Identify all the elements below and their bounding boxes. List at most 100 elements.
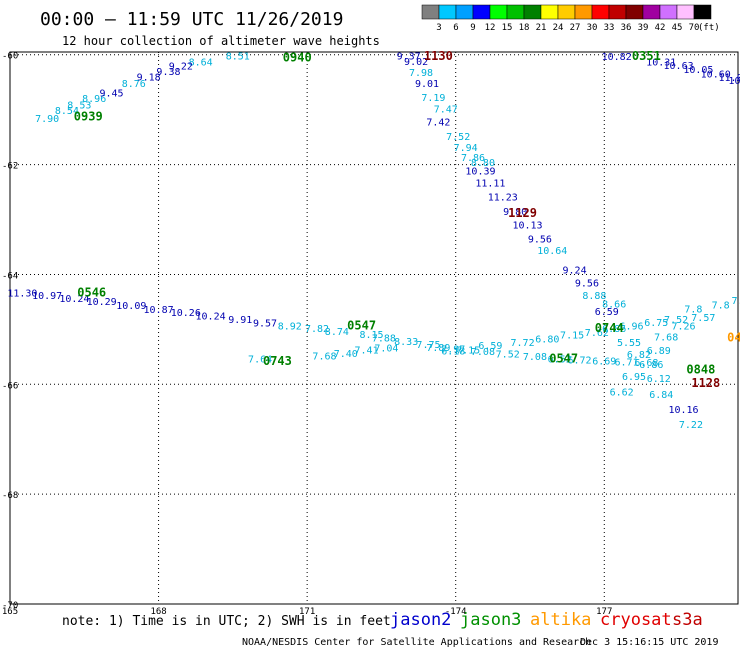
colorbar-label: 70 [689,23,700,33]
wave-height-label: 6.68 [634,358,658,369]
wave-height-label: 7.72 [511,338,535,349]
wave-height-label: 7.89 [426,343,450,354]
wave-height-label: 10.82 [602,52,632,63]
colorbar-swatch [438,4,457,20]
wave-height-label: 8.15 [359,330,383,341]
satellite-legend: jason2 jason3 altika cryosat s3a [390,610,703,630]
wave-height-label: 9.56 [528,235,552,246]
colorbar-swatch [557,4,576,20]
wave-height-label: 7.15 [456,346,480,357]
wave-height-label: 9.57 [253,319,277,330]
wave-height-label: 9.37 [397,52,421,63]
colorbar-label: 21 [536,23,547,33]
colorbar-label: 6 [453,23,458,33]
wave-height-label: 7.88 [372,333,396,344]
wave-height-label: 6.96 [619,321,643,332]
pass-time-label: 0939 [74,110,103,124]
pass-time-label: 0744 [595,321,624,335]
wave-height-label: 6.71 [615,358,639,369]
wave-height-label: 9.02 [404,57,428,68]
wave-height-label: 10.2 [728,76,740,87]
colorbar-swatch [659,4,678,20]
wave-height-label: 7.22 [679,420,703,431]
wave-height-label: 8.76 [122,79,146,90]
colorbar-swatch [455,4,474,20]
wave-height-label: 9.80 [503,207,527,218]
footer-timestamp: Dec 3 15:16:15 UTC 2019 [580,637,718,648]
wave-height-label: 6.82 [627,350,651,361]
x-tick-label: -174 [445,607,467,617]
wave-height-label: 7.26 [671,321,695,332]
colorbar-swatch [676,4,695,20]
wave-height-label: 7.97 [441,344,465,355]
wave-height-label: 10.26 [171,308,201,319]
wave-height-label: 10.87 [144,305,174,316]
wave-height-label: 9.56 [575,279,599,290]
wave-height-label: 9.01 [415,79,439,90]
wave-height-label: 6.62 [610,387,634,398]
pass-time-label: 0546 [77,285,106,299]
wave-height-label: 6.89 [647,346,671,357]
satellite-legend-cryosat: cryosat [600,610,672,630]
chart-title: 00:00 – 11:59 UTC 11/26/2019 [40,9,343,30]
wave-height-label: 7.82 [305,324,329,335]
pass-time-label: 1130 [424,49,453,63]
wave-height-label: 7.15 [560,331,584,342]
wave-height-label: 8.96 [82,94,106,105]
wave-height-label: 11.23 [488,192,518,203]
x-tick-label: 168 [150,607,166,617]
lat-lon-grid [10,52,738,604]
wave-height-label: 7.7 [731,296,740,307]
colorbar-swatch [693,4,712,20]
wave-height-label: 7.08 [523,352,547,363]
wave-height-label: 10.29 [87,297,117,308]
wave-height-label: 10.09 [116,301,146,312]
x-tick-label: 177 [596,607,612,617]
wave-height-label: 7.52 [446,132,470,143]
pass-time-label: 1129 [508,206,537,220]
wave-height-label: 7.08 [471,347,495,358]
satellite-legend-s3a: s3a [672,610,703,630]
y-tick-label: -62 [2,162,18,172]
wave-height-label: 7.68 [312,352,336,363]
y-tick-label: -60 [2,52,18,62]
wave-height-label: 10.63 [664,61,694,72]
satellite-legend-jason2: jason2 [390,610,451,630]
wave-height-label: 9.91 [228,315,252,326]
pass-time-label: 0547 [347,318,376,332]
y-tick-label: -70 [2,601,18,611]
y-tick-label: -66 [2,381,18,391]
colorbar-swatch [642,4,661,20]
wave-height-label: 7.42 [426,118,450,129]
colorbar-swatch [506,4,525,20]
colorbar-label: 9 [470,23,475,33]
colorbar-label: 36 [621,23,632,33]
wave-height-label: 6.86 [602,324,626,335]
pass-time-label: 0848 [686,362,715,376]
colorbar-unit: (ft) [698,23,720,33]
colorbar-swatch [472,4,491,20]
colorbar-swatch [540,4,559,20]
wave-height-label: 10.05 [683,65,713,76]
wave-height-label: 8.54 [55,106,79,117]
wave-height-label: 10.97 [32,291,62,302]
colorbar-label: 3 [436,23,441,33]
wave-height-label: 11.11 [475,179,505,190]
wave-height-label: 11.30 [7,288,37,299]
wave-height-label: 7.68 [654,332,678,343]
pass-time-label: 0940 [283,50,312,64]
wave-height-label: 6.52 [548,354,572,365]
wave-height-label: 6.75 [644,318,668,329]
footer-credit: NOAA/NESDIS Center for Satellite Applica… [242,637,591,648]
colorbar-swatch [591,4,610,20]
colorbar-swatch [523,4,542,20]
wave-height-label: 7.64 [248,354,272,365]
colorbar-label: 45 [672,23,683,33]
wave-height-label: 7.40 [334,349,358,360]
x-tick-label: 165 [2,607,18,617]
y-tick-label: -68 [2,491,18,501]
wave-height-observations: 7.908.548.538.96 8.76 8.64 8.51 9.45 9.189.38… [7,52,740,432]
colorbar-label: 30 [587,23,598,33]
wave-height-label: 8.92 [278,321,302,332]
wave-height-label: 10.13 [512,220,542,231]
